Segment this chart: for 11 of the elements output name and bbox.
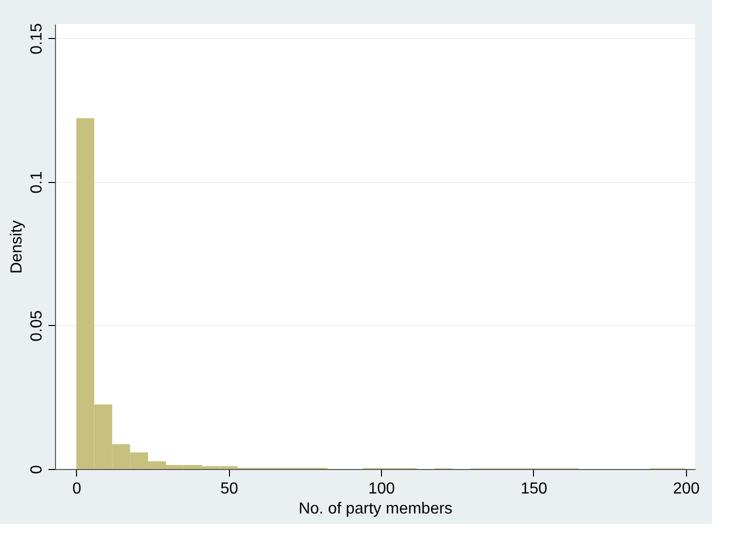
x-tick-label: 200 — [673, 480, 700, 498]
y-tick-label: 0.1 — [28, 171, 46, 194]
y-axis-title: Density — [8, 220, 26, 274]
x-axis-title: No. of party members — [298, 500, 452, 518]
x-tick-label: 50 — [220, 480, 238, 498]
x-tick-label: 100 — [368, 480, 396, 498]
y-tick-label: 0 — [28, 464, 46, 474]
x-tick-label: 150 — [520, 480, 548, 498]
x-tick-label: 0 — [72, 480, 82, 498]
y-tick-label: 0.05 — [28, 310, 46, 342]
y-tick-label: 0.15 — [28, 23, 46, 54]
